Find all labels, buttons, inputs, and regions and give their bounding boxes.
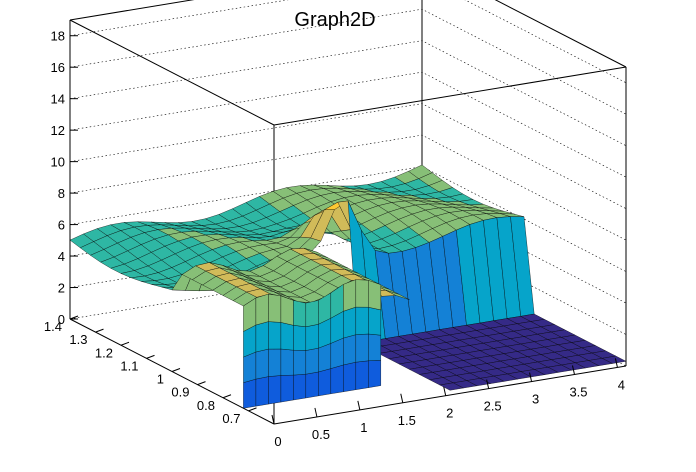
surface-patch (255, 376, 269, 407)
x-tick-label: 2.5 (484, 399, 502, 414)
chart-title: Graph2D (294, 9, 375, 31)
z-tick-label: 10 (51, 155, 65, 170)
x-tick-mark (443, 386, 447, 396)
surface-mesh (69, 164, 627, 409)
z-tick-label: 0 (58, 312, 65, 327)
z-tick-label: 2 (58, 281, 65, 296)
x-tick-label: 1.5 (398, 413, 416, 428)
surface-patch (343, 334, 357, 366)
surface-patch (293, 300, 307, 328)
surface-patch (280, 295, 294, 326)
surface-patch (280, 348, 294, 376)
x-tick-mark (486, 379, 490, 389)
z-gridline (69, 71, 627, 178)
surface-patch (368, 279, 382, 311)
z-gridline (69, 8, 627, 115)
surface-patch (268, 348, 282, 377)
surface-patch (355, 306, 369, 335)
surface-patch (268, 375, 282, 405)
y-tick-label: 1.1 (120, 358, 138, 373)
surface-patch (268, 293, 282, 323)
x-tick-mark (614, 358, 618, 368)
y-tick-mark (95, 328, 104, 333)
surface-patch (305, 300, 319, 328)
surface-patch (318, 368, 332, 397)
z-tick-label: 16 (51, 60, 65, 75)
surface-patch (330, 364, 344, 395)
frame-edge (273, 66, 627, 126)
surface-patch (293, 325, 307, 351)
z-gridline (69, 103, 627, 209)
y-tick-mark (248, 407, 257, 412)
surface-patch (280, 322, 294, 351)
surface-patch (368, 360, 382, 388)
surface-patch (280, 374, 294, 403)
surface-patch (293, 349, 307, 376)
surface-patch (268, 321, 282, 350)
x-tick-label: 0.5 (312, 427, 330, 442)
z-tick-label: 14 (51, 92, 65, 107)
x-tick-mark (571, 365, 575, 375)
y-tick-label: 0.7 (222, 411, 240, 426)
z-gridline (69, 134, 627, 241)
surface-patch (255, 321, 269, 353)
x-tick-mark (400, 393, 404, 403)
surface-patch (368, 333, 382, 362)
y-tick-label: 0.9 (171, 385, 189, 400)
y-tick-mark (171, 368, 181, 372)
surface-patch (368, 306, 382, 336)
surface-patch (355, 360, 369, 390)
surface-patch (305, 323, 319, 351)
z-tick-label: 12 (51, 123, 65, 138)
y-tick-mark (222, 394, 232, 399)
z-tick-label: 8 (58, 186, 65, 201)
x-tick-label: 0 (274, 434, 281, 449)
y-tick-label: 1.2 (95, 345, 113, 360)
surface-patch (355, 279, 369, 308)
surface-patch (255, 293, 269, 326)
surface-patch (343, 306, 357, 339)
x-tick-label: 3.5 (569, 384, 587, 399)
surface-patch (243, 378, 257, 409)
surface-patch (305, 371, 319, 399)
x-tick-label: 3 (532, 392, 539, 407)
x-tick-mark (314, 407, 318, 418)
frame-edge (494, 0, 627, 68)
y-tick-mark (197, 381, 206, 386)
y-tick-mark (146, 354, 155, 359)
y-tick-label: 0.8 (197, 398, 215, 413)
frame-edge (69, 0, 195, 21)
surface-patch (385, 289, 410, 300)
surface-patch (601, 355, 627, 364)
z-tick-label: 4 (58, 249, 65, 264)
y-tick-label: 1.4 (44, 319, 62, 334)
x-tick-mark (271, 414, 275, 425)
y-tick-label: 1 (157, 372, 164, 387)
axes: 0 0.5 1 1.5 2 2.5 3 3.5 40.70.80.911.11.21.31.40… (44, 20, 627, 449)
x-tick-label: 2 (446, 406, 453, 421)
surface-patch (343, 279, 357, 312)
surface-patch (243, 351, 257, 384)
x-axis (273, 365, 627, 425)
z-tick-label: 18 (51, 29, 65, 44)
x-tick-mark (357, 400, 361, 410)
surface-patch (355, 333, 369, 363)
x-tick-label: 4 (618, 377, 625, 392)
x-tick-label: 1 (360, 420, 367, 435)
surface-patch (343, 361, 357, 393)
z-gridline (69, 40, 627, 146)
surface-patch (255, 348, 269, 380)
surface-patch (305, 347, 319, 375)
y-tick-mark (120, 341, 130, 346)
frame-edge (69, 19, 275, 126)
y-tick-label: 1.3 (69, 332, 87, 347)
x-tick-mark (529, 372, 533, 382)
surface-patch (293, 373, 307, 401)
z-tick-label: 6 (58, 218, 65, 233)
